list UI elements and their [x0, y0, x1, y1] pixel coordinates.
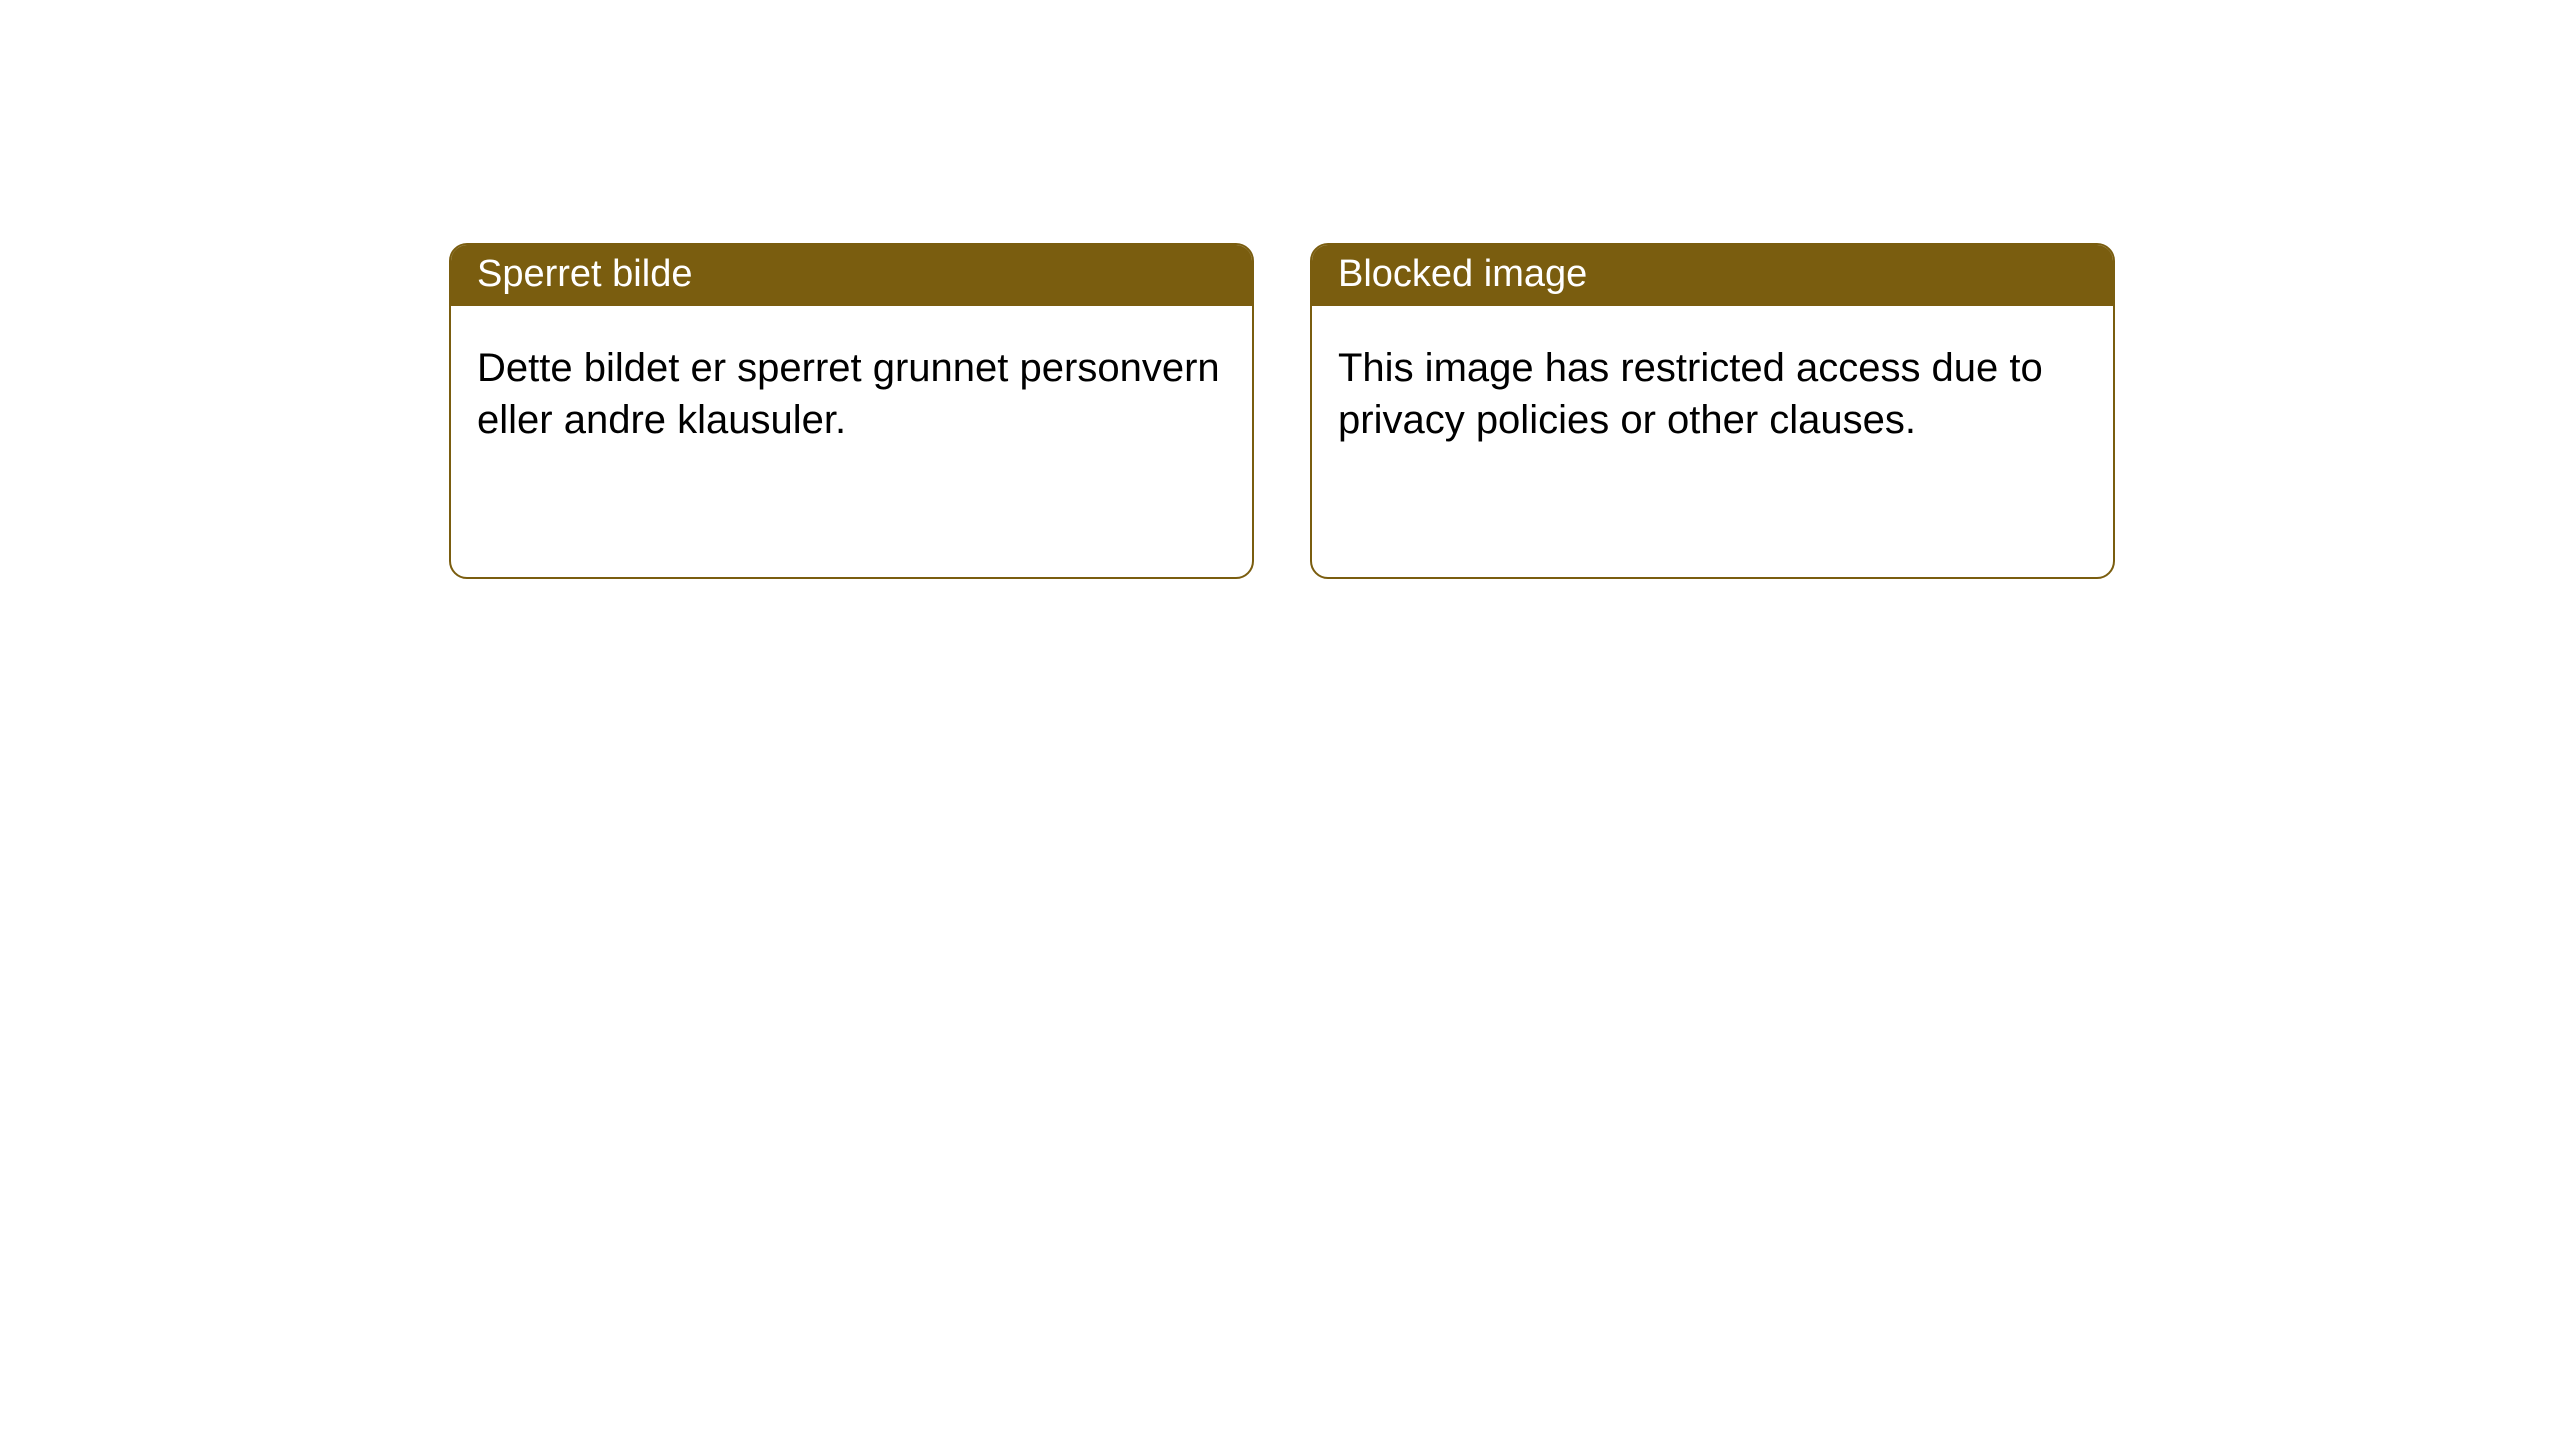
- notice-box-no: Sperret bilde Dette bildet er sperret gr…: [449, 243, 1254, 579]
- notice-container: Sperret bilde Dette bildet er sperret gr…: [449, 243, 2115, 579]
- notice-body-en: This image has restricted access due to …: [1312, 306, 2113, 472]
- notice-body-no: Dette bildet er sperret grunnet personve…: [451, 306, 1252, 472]
- notice-box-en: Blocked image This image has restricted …: [1310, 243, 2115, 579]
- notice-title-no: Sperret bilde: [451, 245, 1252, 306]
- notice-title-en: Blocked image: [1312, 245, 2113, 306]
